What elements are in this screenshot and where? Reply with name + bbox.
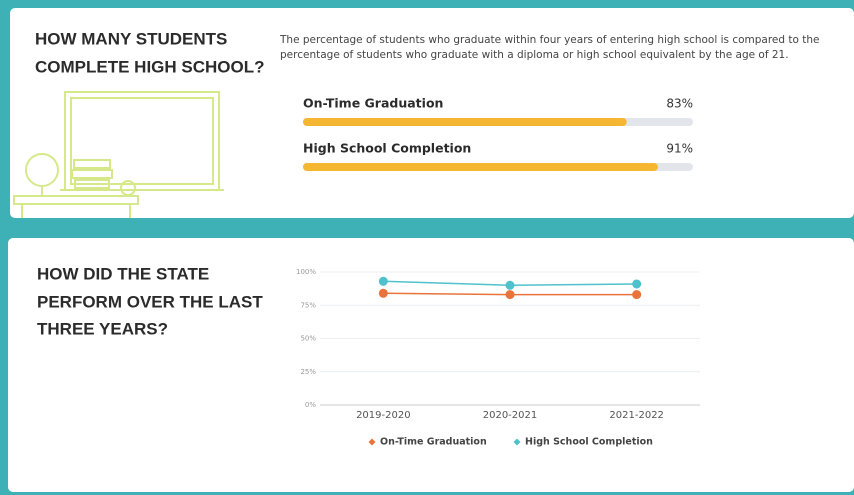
progress-value: 83% — [666, 97, 693, 111]
x-tick-label: 2019-2020 — [356, 410, 411, 421]
data-point — [505, 280, 515, 290]
x-tick-label: 2021-2022 — [609, 410, 664, 421]
x-tick-label: 2020-2021 — [483, 410, 538, 421]
data-point — [632, 279, 642, 289]
description-line: percentage of students who graduate with… — [280, 49, 789, 61]
y-tick-label: 50% — [300, 335, 316, 343]
heading-line: COMPLETE HIGH SCHOOL? — [35, 57, 265, 76]
heading-line: THREE YEARS? — [37, 319, 168, 338]
data-point — [378, 276, 388, 286]
heading-line: PERFORM OVER THE LAST — [37, 292, 263, 311]
progress-value: 91% — [666, 142, 693, 156]
chalkboard-illustration — [13, 91, 224, 218]
progress-fill — [303, 163, 658, 171]
data-point — [378, 288, 388, 298]
legend-marker — [513, 438, 521, 446]
y-tick-label: 0% — [305, 401, 316, 409]
y-tick-label: 100% — [296, 268, 316, 276]
legend-marker — [368, 438, 376, 446]
heading-line: HOW MANY STUDENTS — [35, 29, 227, 48]
data-point — [632, 290, 642, 300]
progress-label: On-Time Graduation — [303, 96, 443, 111]
y-tick-label: 75% — [300, 301, 316, 309]
data-point — [505, 290, 515, 300]
description-line: The percentage of students who graduate … — [279, 34, 820, 46]
heading-line: HOW DID THE STATE — [37, 264, 209, 283]
y-tick-label: 25% — [300, 368, 316, 376]
progress-label: High School Completion — [303, 141, 471, 156]
legend-label: High School Completion — [525, 437, 653, 448]
progress-fill — [303, 118, 627, 126]
legend-label: On-Time Graduation — [380, 437, 487, 448]
